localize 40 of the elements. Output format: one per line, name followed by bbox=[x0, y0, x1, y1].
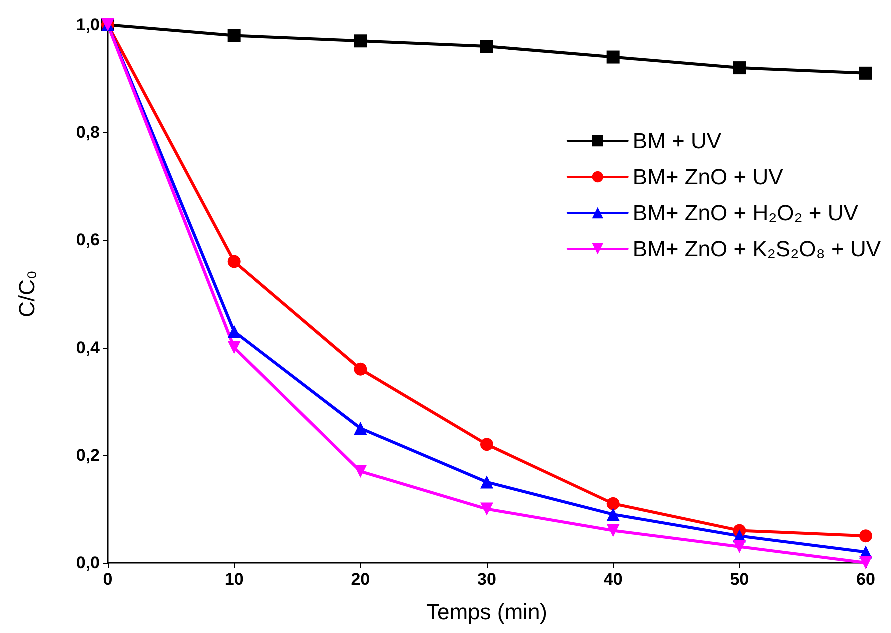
x-tick-label: 10 bbox=[224, 570, 244, 589]
x-tick-label: 50 bbox=[730, 570, 750, 589]
point bbox=[606, 524, 620, 538]
point bbox=[480, 502, 494, 516]
point bbox=[354, 34, 368, 48]
y-tick-label: 0,6 bbox=[76, 230, 100, 250]
point bbox=[480, 438, 494, 452]
point bbox=[228, 29, 241, 42]
point bbox=[606, 508, 620, 522]
y-tick-label: 0,2 bbox=[76, 446, 100, 465]
x-tick-label: 20 bbox=[351, 570, 370, 589]
point bbox=[354, 465, 368, 478]
point bbox=[228, 325, 241, 338]
point bbox=[606, 50, 620, 64]
point bbox=[354, 362, 368, 376]
point bbox=[860, 556, 872, 570]
legend-label: BM+ ZnO + K₂S₂O₈ + UV bbox=[632, 236, 882, 262]
point bbox=[733, 62, 746, 75]
point bbox=[606, 497, 620, 510]
point bbox=[228, 255, 241, 268]
x-axis-title: Temps (min) bbox=[426, 600, 548, 624]
point bbox=[480, 40, 494, 54]
point bbox=[228, 341, 241, 354]
x-tick-label: 0 bbox=[103, 570, 113, 589]
point bbox=[480, 476, 494, 489]
point bbox=[354, 422, 368, 435]
y-tick-label: 0,0 bbox=[76, 554, 100, 572]
y-axis-title: C/C₀ bbox=[14, 270, 40, 318]
point bbox=[733, 540, 746, 554]
x-tick-label: 60 bbox=[856, 570, 876, 589]
y-tick-label: 1,0 bbox=[76, 16, 100, 34]
y-tick-label: 0,4 bbox=[76, 338, 101, 358]
legend-label: BM+ ZnO + H₂O₂ + UV bbox=[632, 200, 859, 226]
y-tick-label: 0,8 bbox=[76, 123, 100, 142]
point bbox=[860, 530, 872, 543]
legend-label: BM + UV bbox=[632, 128, 722, 154]
x-tick-label: 30 bbox=[478, 570, 496, 589]
x-tick-label: 40 bbox=[604, 570, 623, 589]
point bbox=[860, 66, 872, 80]
legend-label: BM+ ZnO + UV bbox=[632, 164, 784, 190]
